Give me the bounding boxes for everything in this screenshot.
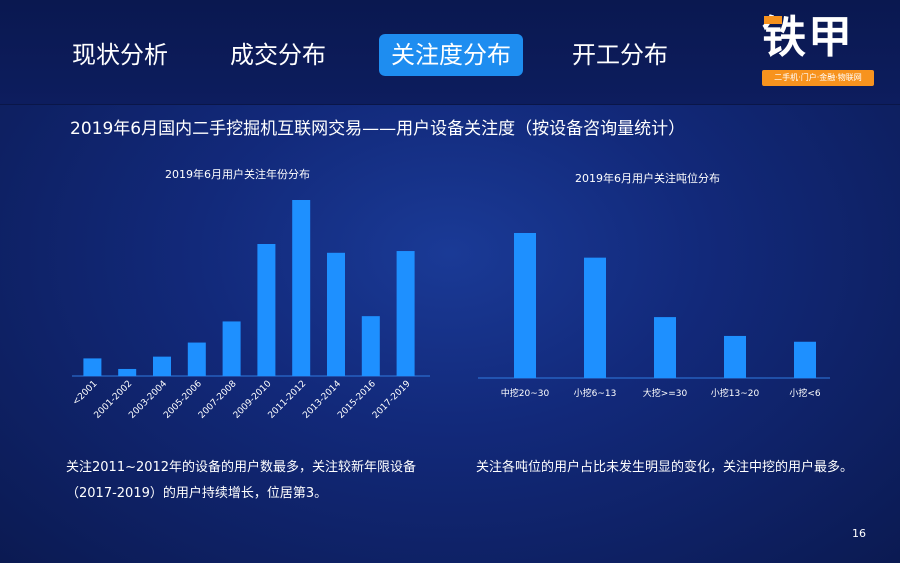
chart-0-bar (327, 252, 345, 376)
chart-0-bar (396, 251, 415, 376)
chart-1-bar (794, 341, 816, 378)
note-left: 关注2011~2012年的设备的用户数最多，关注较新年限设备 （2017-201… (66, 455, 466, 507)
chart-1-tick-label: 小挖13~20 (711, 387, 760, 399)
chart-0-bar (257, 244, 276, 376)
chart-0-bar (83, 358, 102, 376)
page-subtitle: 2019年6月国内二手挖掘机互联网交易——用户设备关注度（按设备咨询量统计） (70, 119, 686, 139)
tab-status-analysis[interactable]: 现状分析 (72, 41, 168, 69)
logo: 铁甲 二手机·门户·金融·物联网 (762, 10, 874, 88)
chart-0-tick-label: 2017-2019 (371, 379, 413, 421)
chart-1-bar (514, 233, 536, 378)
chart-left-title: 2019年6月用户关注年份分布 (165, 168, 310, 181)
chart-1-tick-label: 大挖>=30 (643, 387, 688, 399)
chart-1-bar (724, 335, 746, 378)
logo-accent-mark (764, 16, 782, 24)
chart-1-tick-label: 小挖<6 (789, 387, 821, 399)
header-bar: 现状分析 成交分布 关注度分布 开工分布 铁甲 二手机·门户·金融·物联网 (0, 0, 900, 105)
tab-deal-distribution[interactable]: 成交分布 (230, 41, 326, 69)
chart-0-bar (222, 321, 241, 376)
chart-1-bar (584, 257, 606, 378)
tab-operation-distribution[interactable]: 开工分布 (572, 41, 668, 69)
chart-right-title: 2019年6月用户关注吨位分布 (575, 172, 720, 185)
chart-1-tick-label: 小挖6~13 (574, 387, 617, 399)
logo-tagline: 二手机·门户·金融·物联网 (762, 70, 874, 86)
note-left-line1: 关注2011~2012年的设备的用户数最多，关注较新年限设备 (66, 460, 417, 475)
chart-0-bar (187, 342, 206, 376)
tab-attention-distribution[interactable]: 关注度分布 (379, 34, 523, 76)
chart-0-tick-label: <2001 (71, 379, 100, 408)
chart-1-bar (654, 317, 676, 378)
note-right: 关注各吨位的用户占比未发生明显的变化，关注中挖的用户最多。 (476, 460, 854, 475)
chart-0-bar (292, 200, 311, 376)
note-left-line2: （2017-2019）的用户持续增长，位居第3。 (66, 486, 328, 501)
chart-0-bar (118, 368, 137, 376)
chart-1-tick-label: 中挖20~30 (501, 387, 550, 399)
chart-0-bar (153, 356, 171, 376)
page-number: 16 (852, 527, 866, 540)
chart-0-bar (361, 316, 380, 376)
